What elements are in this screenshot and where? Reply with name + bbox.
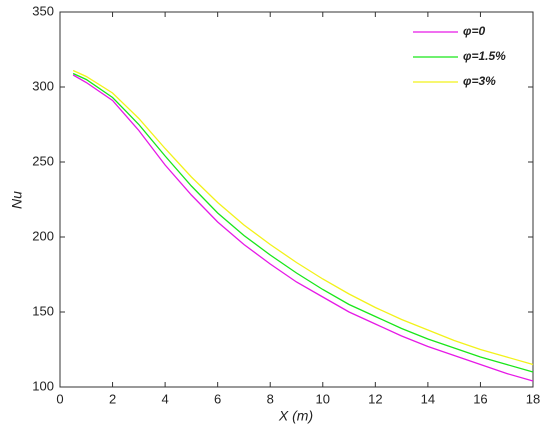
legend-text: φ=1.5% — [463, 49, 506, 63]
data-line — [72, 74, 534, 382]
y-tick-label: 250 — [32, 153, 54, 168]
x-tick-label: 16 — [473, 391, 487, 406]
data-line — [72, 72, 534, 373]
y-axis-title: Nu — [9, 191, 25, 209]
plot-frame — [59, 11, 534, 388]
x-tick-label: 4 — [161, 391, 168, 406]
legend-text: φ=3% — [463, 74, 496, 88]
x-tick-label: 18 — [526, 391, 540, 406]
x-tick-label: 2 — [109, 391, 116, 406]
x-tick-label: 0 — [56, 391, 63, 406]
y-tick-label: 100 — [32, 378, 54, 393]
data-line — [72, 69, 534, 366]
x-tick-label: 12 — [368, 391, 382, 406]
y-tick-label: 150 — [32, 303, 54, 318]
y-tick-label: 200 — [32, 228, 54, 243]
y-tick-label: 350 — [32, 3, 54, 18]
x-axis-title: X (m) — [278, 408, 313, 424]
x-tick-label: 8 — [267, 391, 274, 406]
legend-text: φ=0 — [463, 24, 485, 38]
x-tick-label: 6 — [214, 391, 221, 406]
x-tick-label: 10 — [316, 391, 330, 406]
y-tick-label: 300 — [32, 78, 54, 93]
x-tick-label: 14 — [421, 391, 435, 406]
